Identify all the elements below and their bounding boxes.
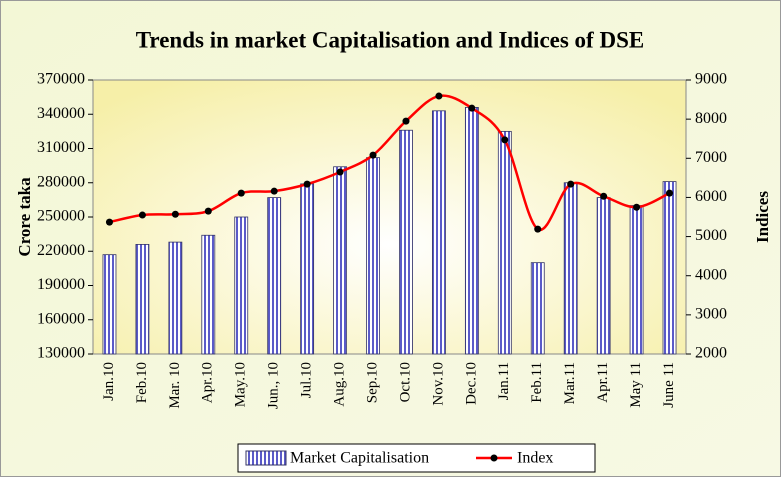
x-tick-label: Apr.10	[200, 362, 216, 403]
x-tick-label: Dec.10	[463, 362, 479, 405]
bar	[497, 130, 512, 355]
y-tick-label: 370000	[37, 71, 85, 88]
y2-tick-label: 9000	[695, 71, 727, 88]
index-point	[270, 187, 278, 195]
bar	[168, 241, 183, 355]
bar	[563, 182, 578, 355]
bar	[201, 234, 216, 355]
y2-tick-label: 8000	[695, 110, 727, 127]
legend-dot	[490, 454, 498, 462]
index-point	[534, 225, 542, 233]
y2-tick-label: 6000	[695, 188, 727, 205]
x-tick-label: May.10	[233, 362, 249, 407]
bar	[135, 243, 150, 355]
x-tick-label: Jan.11	[496, 362, 512, 400]
legend-box	[237, 443, 596, 473]
bar	[234, 216, 249, 355]
x-tick-label: Aug.10	[332, 362, 348, 407]
bar	[333, 166, 347, 355]
index-point	[204, 207, 212, 215]
y-tick-label: 130000	[37, 345, 85, 362]
bar	[102, 254, 117, 355]
index-point	[501, 136, 509, 144]
y2-tick-label: 2000	[695, 345, 727, 362]
x-tick-label: Mar.11	[562, 362, 578, 404]
bar	[399, 129, 413, 355]
legend-label: Market Capitalisation	[290, 450, 429, 467]
bar	[596, 197, 611, 355]
index-point	[633, 203, 641, 211]
y2-axis-label: Indices	[753, 191, 772, 243]
legend-label: Index	[517, 450, 553, 467]
y2-tick-label: 4000	[695, 266, 727, 283]
index-point	[600, 192, 608, 200]
y-tick-label: 310000	[37, 139, 85, 156]
index-point	[666, 189, 674, 197]
x-tick-label: Sep.10	[364, 362, 380, 403]
x-tick-label: June 11	[661, 362, 677, 408]
y-tick-label: 280000	[37, 173, 85, 190]
chart-title: Trends in market Capitalisation and Indi…	[136, 27, 644, 52]
plot-area	[92, 79, 687, 355]
bar	[629, 205, 644, 355]
index-point	[105, 218, 113, 226]
x-tick-label: Oct.10	[397, 362, 413, 402]
index-point	[237, 189, 245, 197]
x-tick-label: Jan.10	[101, 362, 117, 401]
y-tick-label: 160000	[37, 310, 85, 327]
index-point	[336, 168, 344, 176]
index-point	[303, 180, 311, 188]
y-tick-label: 250000	[37, 208, 85, 225]
x-tick-label: Mar. 10	[167, 362, 183, 409]
y2-tick-label: 3000	[695, 306, 727, 323]
bar	[267, 197, 282, 355]
x-tick-label: Jul.10	[299, 362, 315, 398]
index-point	[567, 180, 575, 188]
legend: Market Capitalisation Index	[237, 443, 596, 473]
x-tick-label: Feb.11	[529, 362, 545, 403]
bar	[300, 183, 315, 355]
index-point	[138, 211, 146, 219]
bar	[432, 110, 446, 355]
y2-tick-label: 5000	[695, 227, 727, 244]
y-tick-label: 340000	[37, 105, 85, 122]
index-point	[171, 210, 179, 218]
y-tick-label: 220000	[37, 242, 85, 259]
x-tick-label: Apr.11	[595, 362, 611, 403]
y2-tick-label: 7000	[695, 149, 727, 166]
y-axis-label: Crore taka	[15, 177, 34, 257]
x-tick-label: Feb.10	[134, 362, 150, 403]
x-tick-label: Jun., 10	[266, 362, 282, 409]
index-point	[369, 151, 377, 159]
bar	[662, 181, 677, 355]
index-point	[435, 92, 443, 100]
bar	[366, 157, 380, 355]
bar	[464, 107, 479, 355]
legend-swatch	[245, 450, 287, 466]
index-point	[468, 104, 476, 112]
index-point	[402, 117, 410, 125]
y-tick-label: 190000	[37, 276, 85, 293]
x-tick-label: May 11	[628, 362, 644, 408]
bar	[530, 262, 545, 355]
x-tick-label: Nov.10	[430, 362, 446, 406]
